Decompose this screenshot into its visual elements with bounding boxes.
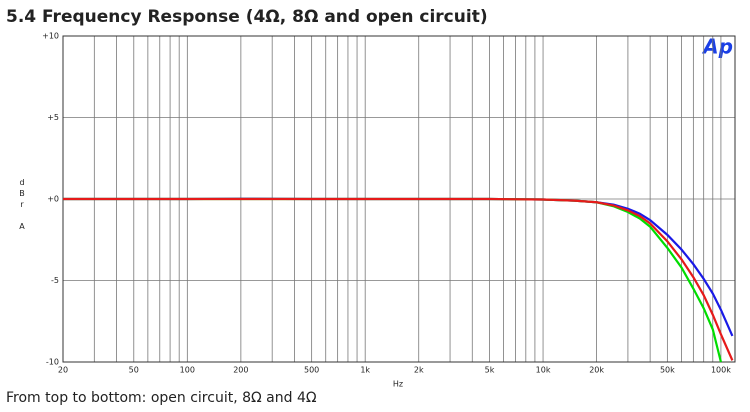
x-tick-label: 2k bbox=[414, 366, 424, 375]
chart-title: 5.4 Frequency Response (4Ω, 8Ω and open … bbox=[6, 7, 488, 27]
y-tick-label: +0 bbox=[47, 195, 59, 204]
x-tick-label: 50k bbox=[660, 366, 675, 375]
caption: From top to bottom: open circuit, 8Ω and… bbox=[6, 390, 317, 406]
y-axis-label: dBr A bbox=[18, 178, 27, 233]
x-tick-label: 10k bbox=[536, 366, 551, 375]
x-tick-label: 1k bbox=[360, 366, 370, 375]
logo: Ap bbox=[701, 35, 733, 59]
series-line bbox=[63, 197, 734, 337]
y-tick-label: -10 bbox=[46, 358, 59, 367]
x-tick-label: 20 bbox=[58, 366, 68, 375]
x-tick-label: 100k bbox=[711, 366, 731, 375]
x-tick-label: 200 bbox=[233, 366, 248, 375]
x-tick-label: 100 bbox=[180, 366, 195, 375]
x-tick-label: 500 bbox=[304, 366, 319, 375]
series-line bbox=[63, 197, 734, 361]
y-tick-label: -5 bbox=[51, 276, 59, 285]
x-tick-label: 5k bbox=[485, 366, 495, 375]
y-tick-label: +5 bbox=[47, 113, 59, 122]
y-tick-label: +10 bbox=[42, 32, 59, 41]
x-tick-label: 20k bbox=[589, 366, 604, 375]
x-axis-label: Hz bbox=[393, 380, 403, 389]
x-tick-label: 50 bbox=[129, 366, 139, 375]
